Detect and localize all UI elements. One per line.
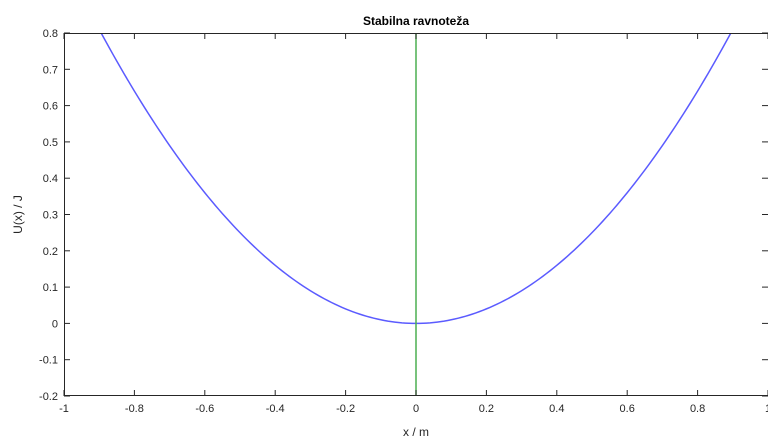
y-tick-label: 0.3: [43, 210, 58, 222]
y-tick-label: -0.1: [39, 355, 58, 367]
series-layer: [100, 33, 732, 396]
y-axis: -0.2 -0.1 0 0.1 0.2 0.3 0.4 0.5 0.6 0.7 0.8: [39, 28, 768, 403]
x-tick-label: 0.4: [549, 403, 564, 415]
chart-title: Stabilna ravnoteža: [363, 14, 469, 28]
y-tick-label: 0.1: [43, 282, 58, 294]
x-axis: -1 -0.8 -0.6 -0.4 -0.2 0 0.2 0.4 0.6 0.8 1: [59, 33, 768, 415]
y-tick-label: 0.5: [43, 137, 58, 149]
x-tick-label: 0.2: [479, 403, 494, 415]
y-tick-label: -0.2: [39, 391, 58, 403]
x-tick-label: -0.4: [266, 403, 285, 415]
x-tick-label: -0.6: [195, 403, 214, 415]
x-tick-label: -0.2: [336, 403, 355, 415]
y-tick-label: 0.4: [43, 173, 58, 185]
y-tick-label: 0: [52, 318, 58, 330]
y-tick-label: 0.2: [43, 246, 58, 258]
y-axis-label: U(x) / J: [11, 195, 25, 234]
x-tick-label: -0.8: [125, 403, 144, 415]
x-tick-label: 0: [413, 403, 419, 415]
y-tick-label: 0.8: [43, 28, 58, 40]
x-axis-label: x / m: [403, 425, 429, 439]
x-tick-label: -1: [59, 403, 69, 415]
y-tick-label: 0.7: [43, 64, 58, 76]
x-tick-label: 0.8: [690, 403, 705, 415]
x-tick-label: 0.6: [620, 403, 635, 415]
x-tick-label: 1: [765, 403, 768, 415]
y-tick-label: 0.6: [43, 101, 58, 113]
